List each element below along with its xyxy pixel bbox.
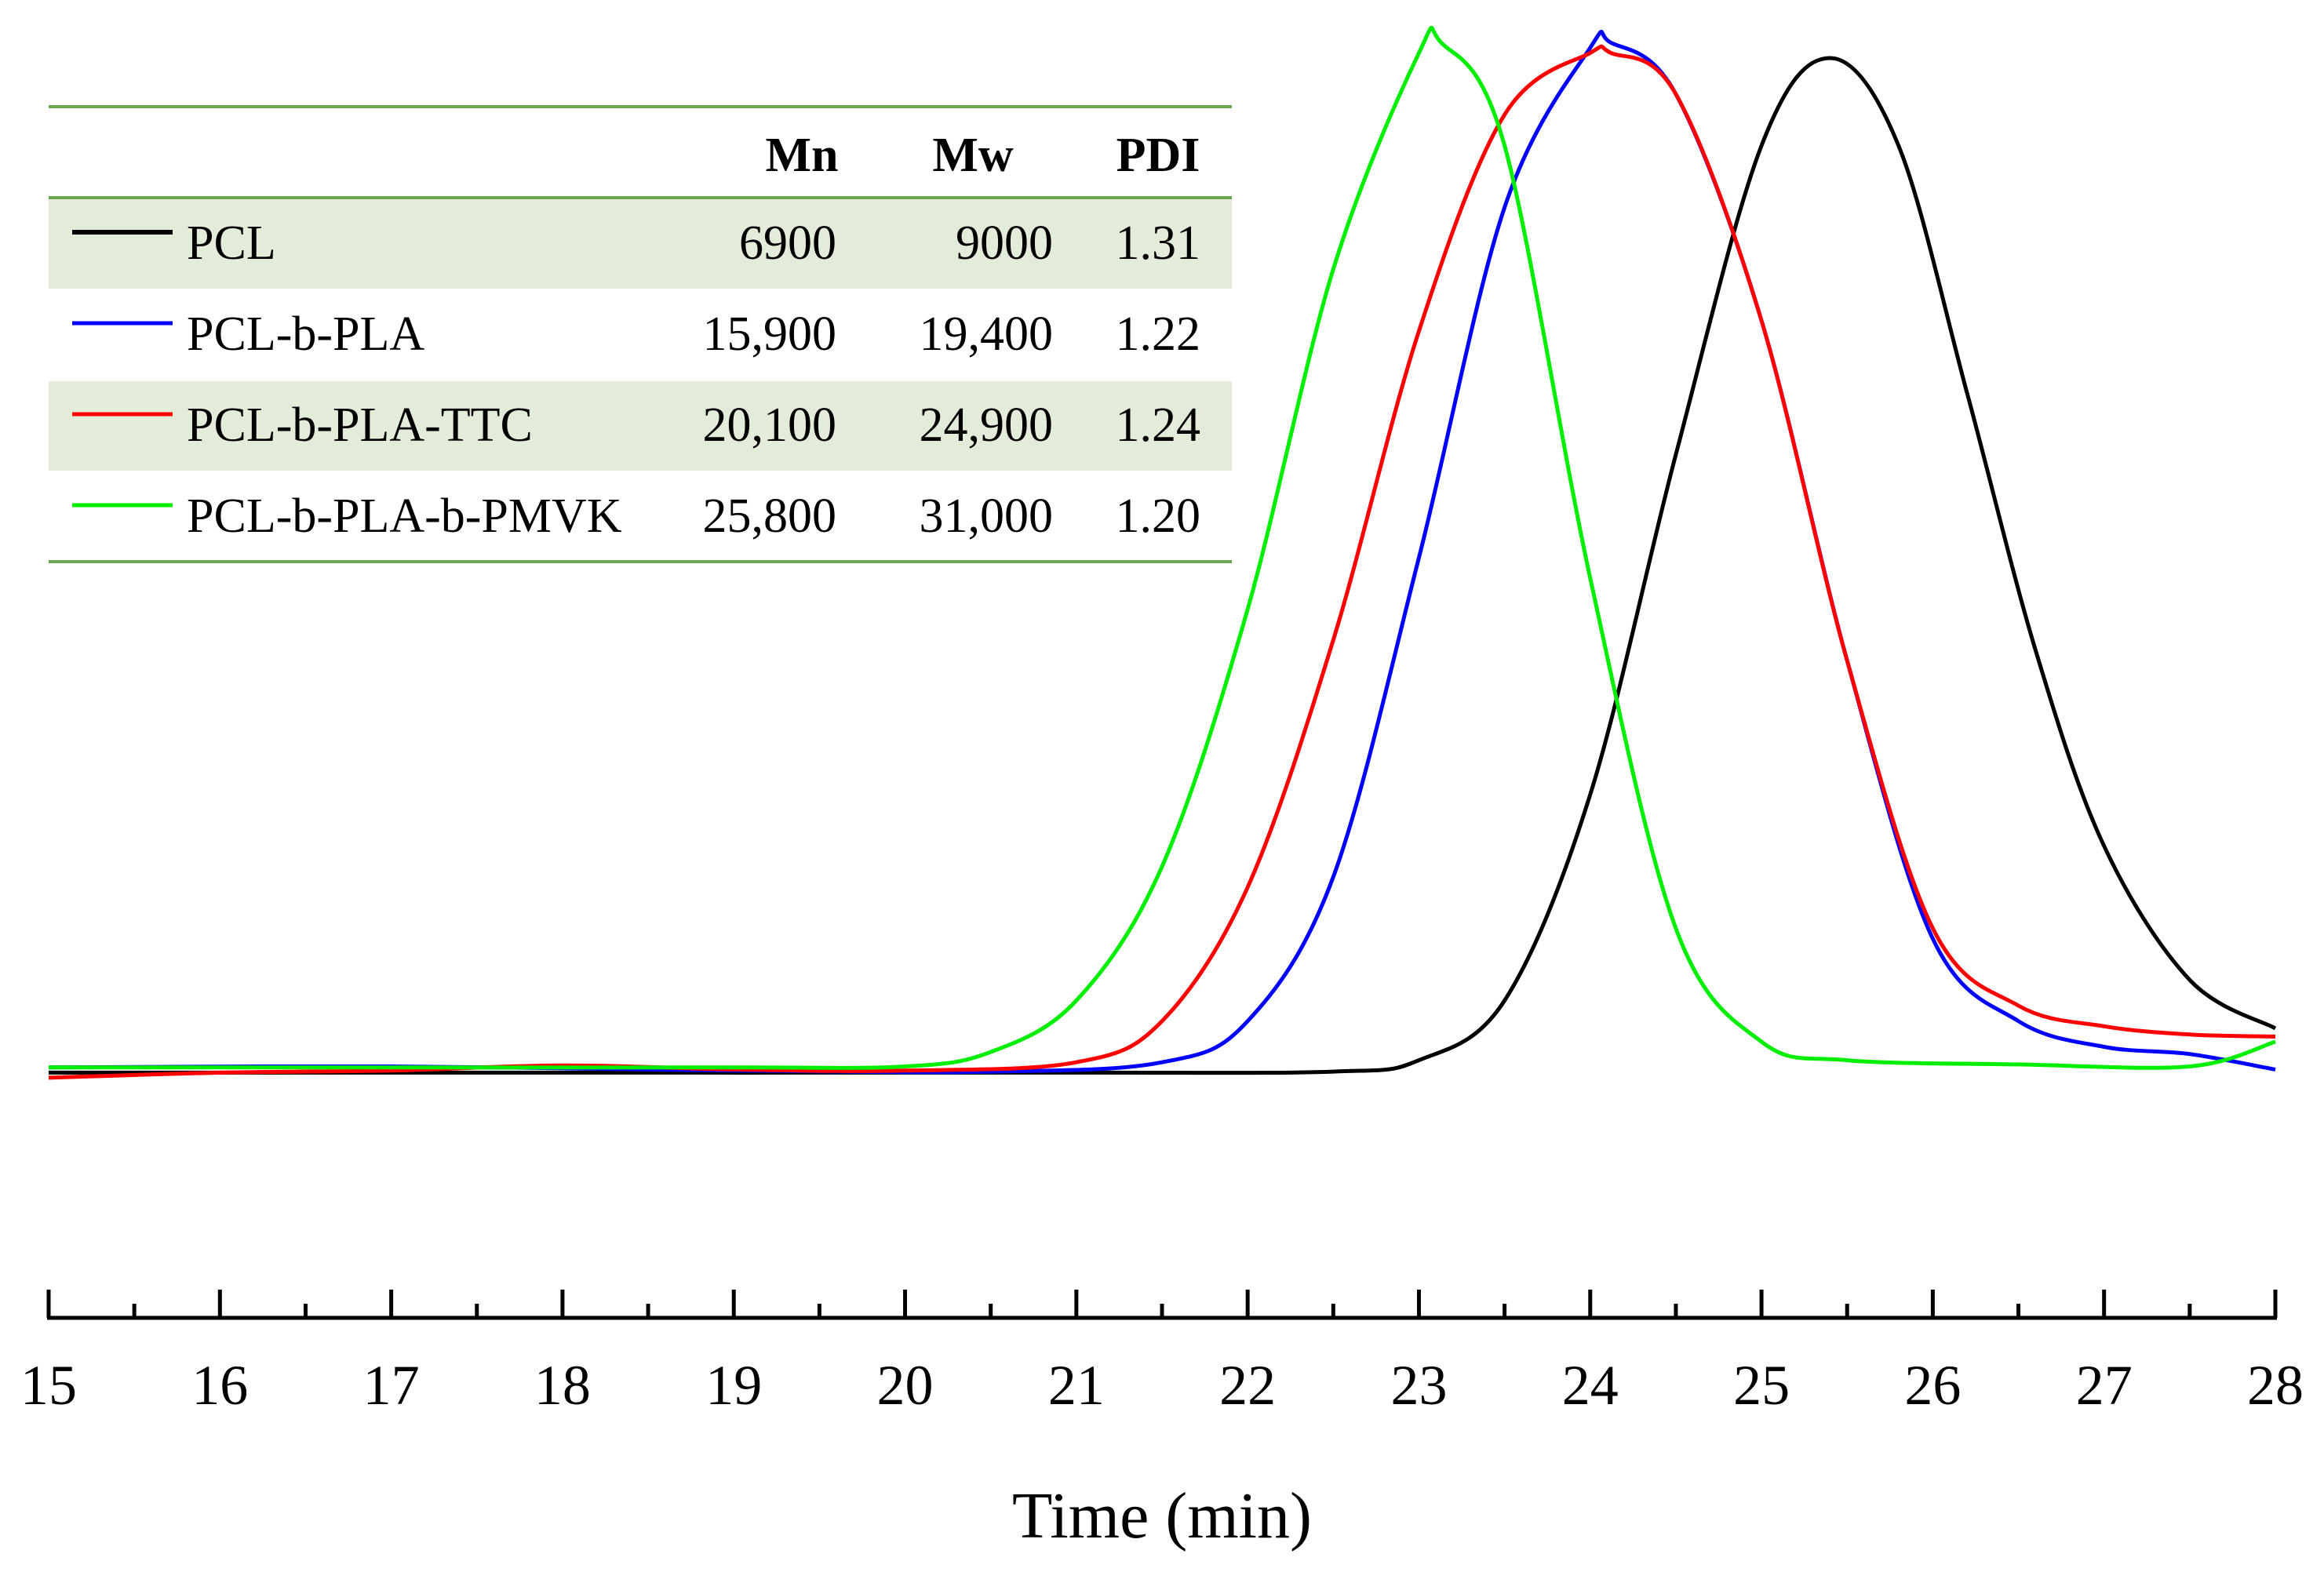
x-tick-label: 28 [2247,1354,2304,1417]
legend-table: Mn Mw PDI PCL 6900 9000 1.31 PCL-b-PLA 1… [49,105,1232,563]
x-tick-label: 20 [877,1354,934,1417]
series-line-pcl-b-pla [48,30,2276,1075]
legend-mw-pcl-b-pla-b-pmvk: 31,000 [920,489,1054,543]
header-pdi: PDI [1116,129,1200,182]
legend-row-band-1 [49,199,1232,289]
x-tick-label: 22 [1219,1354,1276,1417]
x-tick-label: 16 [191,1354,248,1417]
x-tick-label: 17 [363,1354,420,1417]
header-mw: Mw [932,129,1014,182]
legend-pdi-pcl-b-pla: 1.22 [1116,307,1201,361]
x-tick-label: 19 [705,1354,762,1417]
legend-mw-pcl-b-pla-ttc: 24,900 [920,398,1054,452]
legend-mn-pcl: 6900 [739,217,836,270]
legend-name-pcl-b-pla-b-pmvk: PCL-b-PLA-b-PMVK [187,489,622,543]
legend-name-pcl-b-pla-ttc: PCL-b-PLA-TTC [187,398,533,452]
legend-pdi-pcl-b-pla-b-pmvk: 1.20 [1116,489,1201,543]
x-tick-label: 23 [1390,1354,1447,1417]
x-axis: 15 16 17 18 19 20 21 22 23 24 25 26 27 28 [20,1290,2304,1417]
legend-mw-pcl: 9000 [956,217,1053,270]
legend-pdi-pcl: 1.31 [1116,217,1201,270]
x-tick-label: 25 [1733,1354,1790,1417]
series-line-pcl-b-pla-b-pmvk [49,26,2276,1070]
x-tick-label: 21 [1048,1354,1105,1417]
legend-row-band-3 [49,381,1232,471]
x-tick-label: 18 [534,1354,591,1417]
x-tick-label: 15 [20,1354,77,1417]
legend-mw-pcl-b-pla: 19,400 [920,307,1054,361]
header-mn: Mn [766,129,839,182]
legend-mn-pcl-b-pla-ttc: 20,100 [703,398,837,452]
legend-name-pcl: PCL [187,217,276,270]
legend-mn-pcl-b-pla-b-pmvk: 25,800 [703,489,837,543]
x-tick-label: 27 [2076,1354,2133,1417]
x-ticks: 15 16 17 18 19 20 21 22 23 24 25 26 27 28 [20,1290,2304,1417]
series-layer [48,26,2277,1080]
x-axis-title: Time (min) [1012,1479,1312,1552]
x-tick-label: 26 [1904,1354,1961,1417]
legend-mn-pcl-b-pla: 15,900 [703,307,837,361]
legend-name-pcl-b-pla: PCL-b-PLA [187,307,424,361]
legend-pdi-pcl-b-pla-ttc: 1.24 [1116,398,1201,452]
x-tick-label: 24 [1562,1354,1619,1417]
